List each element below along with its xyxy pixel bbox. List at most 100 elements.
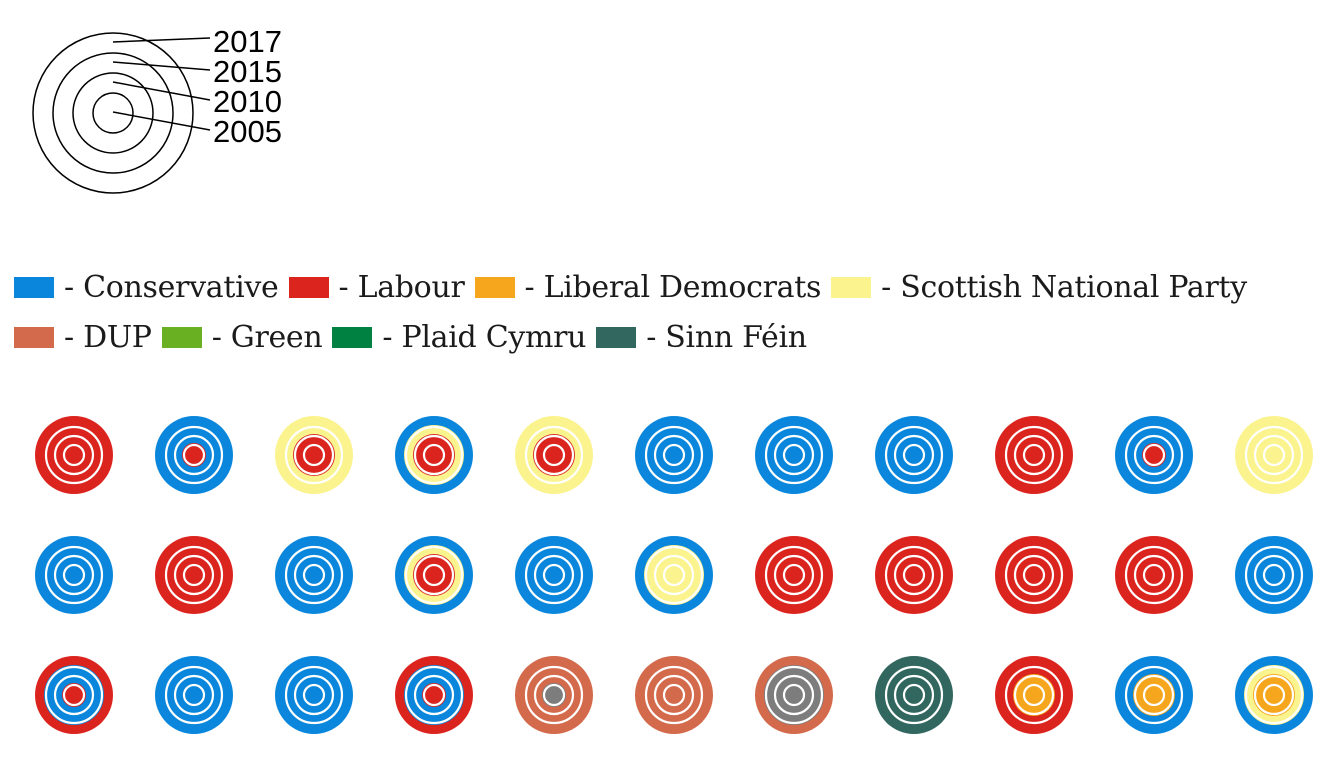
key-ring-2017 [32, 32, 194, 194]
ring-separator [884, 665, 944, 725]
key-label-2005: 2005 [213, 114, 282, 149]
ring-year-key: 2017 2015 2010 2005 [32, 24, 282, 194]
ring-2005 [62, 563, 86, 587]
constituency-glyph [275, 416, 353, 494]
ring-separator [1262, 683, 1286, 707]
ring-2005 [1022, 683, 1046, 707]
ring-separator [1133, 434, 1175, 476]
ring-separator [884, 545, 944, 605]
ring-2005 [782, 563, 806, 587]
constituency-glyph [635, 656, 713, 734]
ring-separator [1142, 563, 1166, 587]
ring-separator [524, 665, 584, 725]
constituency-glyph [155, 656, 233, 734]
ring-separator [422, 443, 446, 467]
party-legend-row-1: - Conservative - Labour - Liberal Democr… [14, 270, 1257, 305]
constituency-glyph [35, 536, 113, 614]
ring-separator [644, 545, 704, 605]
ring-separator [653, 674, 695, 716]
ring-separator [404, 425, 464, 485]
ring-separator [1013, 434, 1055, 476]
ring-separator [1253, 674, 1295, 716]
ring-separator [53, 554, 95, 596]
ring-separator [1124, 665, 1184, 725]
constituency-glyph [755, 656, 833, 734]
ring-separator [1244, 425, 1304, 485]
ring-separator [764, 665, 824, 725]
ring-separator [293, 554, 335, 596]
ring-separator [1022, 683, 1046, 707]
ring-2005 [302, 443, 326, 467]
key-label-2017: 2017 [213, 24, 282, 59]
ring-separator [1004, 665, 1064, 725]
legend-swatch-snp [831, 277, 872, 298]
ring-2005 [1262, 443, 1286, 467]
ring-separator [1013, 674, 1055, 716]
ring-separator [413, 434, 455, 476]
constituency-glyph [1235, 536, 1313, 614]
ring-separator [1133, 554, 1175, 596]
legend-swatch-dup [14, 327, 54, 348]
constituency-glyph [995, 536, 1073, 614]
legend-item-green: - Green [161, 320, 323, 355]
constituency-glyph [995, 656, 1073, 734]
constituency-glyph [1235, 416, 1313, 494]
ring-2005 [902, 563, 926, 587]
ring-separator [782, 563, 806, 587]
ring-separator [164, 665, 224, 725]
constituency-glyph [875, 416, 953, 494]
key-ring-2015 [52, 52, 174, 174]
ring-separator [893, 554, 935, 596]
ring-separator [62, 563, 86, 587]
party-legend-row-2: - DUP - Green - Plaid Cymru - Sinn Féin [14, 320, 817, 355]
constituency-glyph [155, 536, 233, 614]
ring-separator [302, 443, 326, 467]
ring-separator [533, 434, 575, 476]
ring-separator [773, 554, 815, 596]
ring-separator [1133, 674, 1175, 716]
ring-separator [173, 434, 215, 476]
legend-label-labour: - Labour [338, 270, 465, 305]
key-leader-2005 [112, 111, 211, 131]
ring-2005 [182, 563, 206, 587]
ring-separator [44, 425, 104, 485]
constituency-glyph [515, 656, 593, 734]
ring-separator [182, 563, 206, 587]
constituency-glyph [875, 656, 953, 734]
legend-item-liberal-democrats: - Liberal Democrats [474, 270, 821, 305]
ring-separator [1262, 563, 1286, 587]
ring-separator [902, 443, 926, 467]
constituency-glyph [155, 416, 233, 494]
legend-item-plaid-cymru: - Plaid Cymru [332, 320, 587, 355]
ring-2005 [302, 683, 326, 707]
constituency-glyph [1115, 656, 1193, 734]
ring-separator [1142, 443, 1166, 467]
ring-separator [1013, 554, 1055, 596]
ring-2005 [1142, 683, 1166, 707]
ring-2005 [1142, 563, 1166, 587]
ring-separator [764, 545, 824, 605]
constituency-glyph [755, 416, 833, 494]
ring-2005 [662, 563, 686, 587]
constituency-glyph [635, 416, 713, 494]
legend-swatch-labour [288, 277, 329, 298]
ring-separator [284, 425, 344, 485]
legend-swatch-liberal-democrats [474, 277, 515, 298]
ring-separator [53, 674, 95, 716]
ring-separator [1124, 545, 1184, 605]
ring-2005 [62, 683, 86, 707]
ring-separator [524, 425, 584, 485]
ring-2005 [422, 443, 446, 467]
constituency-glyph [515, 416, 593, 494]
key-label-2010: 2010 [213, 84, 282, 119]
ring-separator [653, 554, 695, 596]
ring-separator [413, 674, 455, 716]
ring-separator [533, 554, 575, 596]
ring-separator [53, 434, 95, 476]
legend-label-sinn-fein: - Sinn Féin [646, 320, 807, 355]
ring-separator [44, 665, 104, 725]
legend-item-snp: - Scottish National Party [831, 270, 1247, 305]
ring-2005 [182, 683, 206, 707]
ring-2005 [422, 563, 446, 587]
